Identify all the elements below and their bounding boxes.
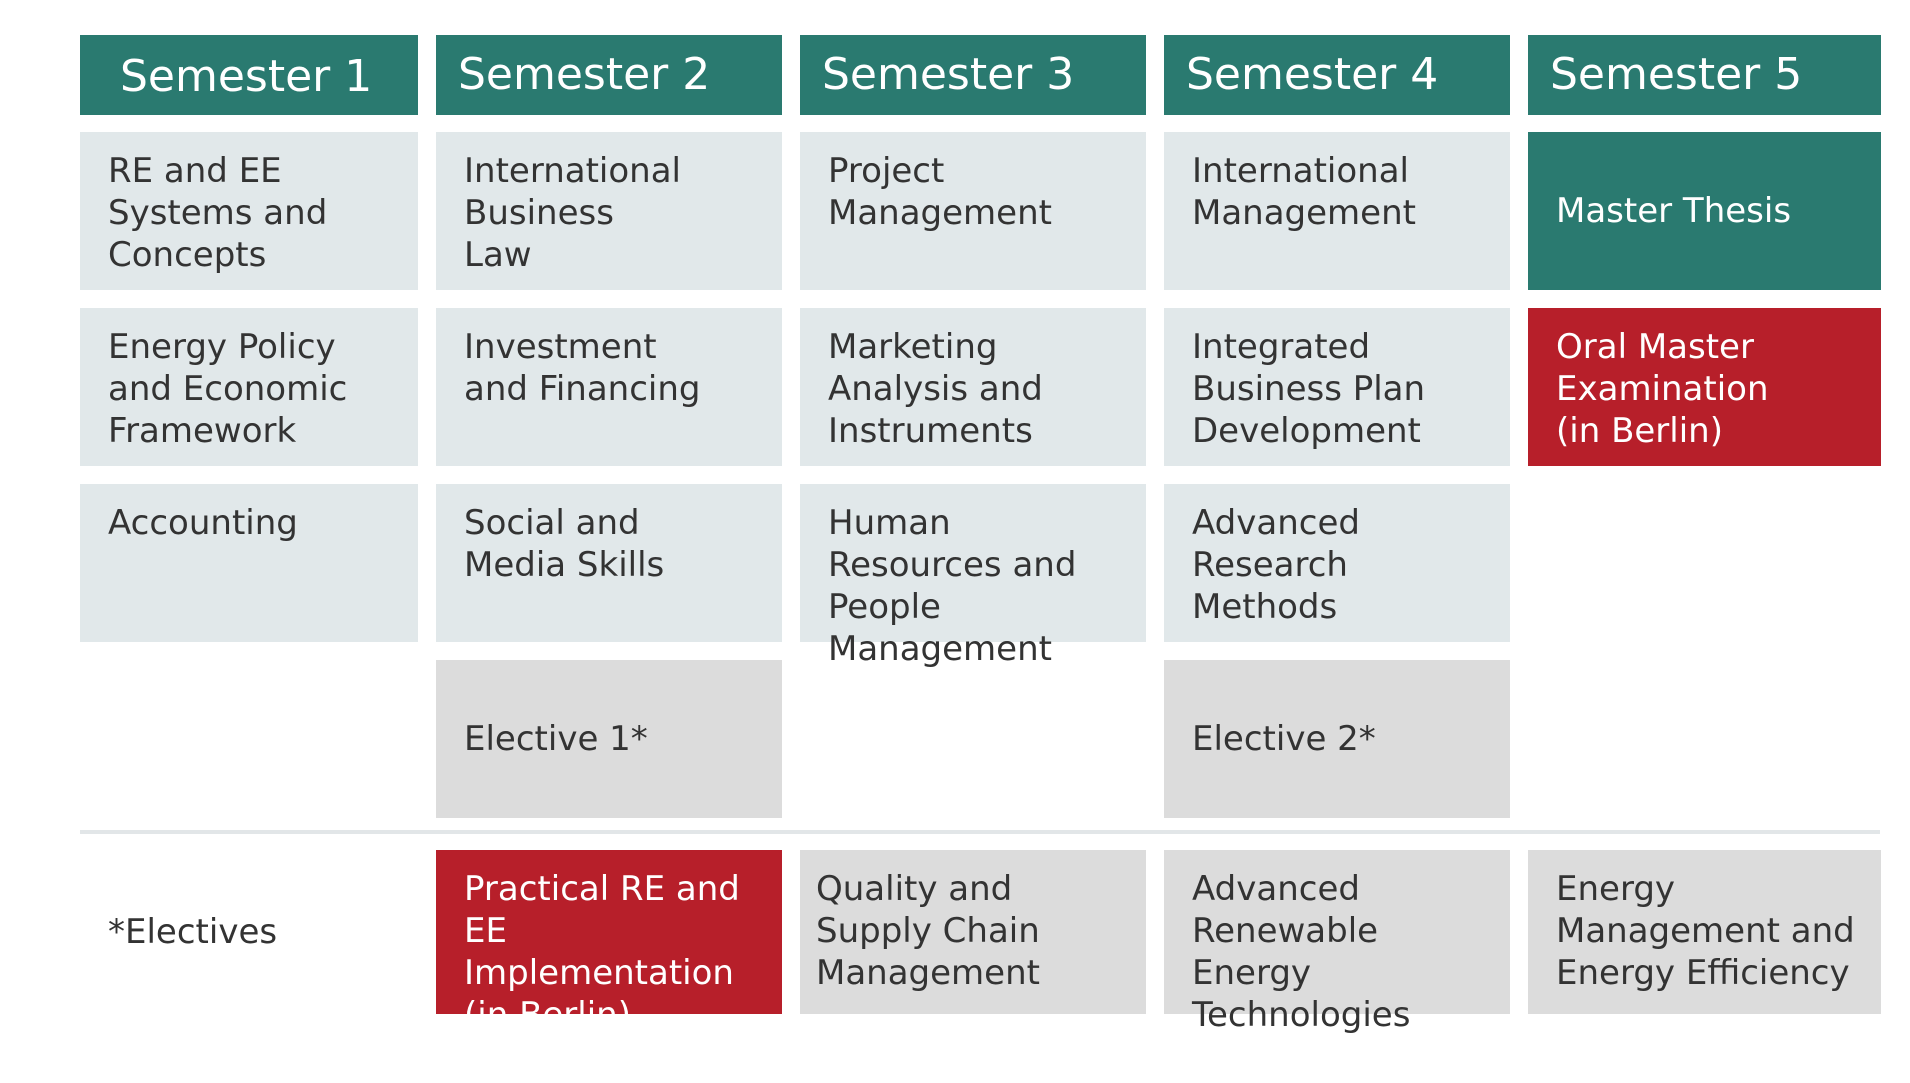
course-international-management: International Management [1164,132,1510,290]
course-label: Integrated Business Plan Development [1192,327,1426,451]
header-label: Semester 3 [822,49,1075,100]
course-master-thesis: Master Thesis [1528,132,1881,290]
course-re-ee-systems: RE and EE Systems and Concepts [80,132,418,290]
course-label: RE and EE Systems and Concepts [108,151,328,275]
course-label: Accounting [108,503,298,543]
header-semester-5: Semester 5 [1528,35,1881,115]
course-label: Elective 1* [464,719,648,759]
elective-label: Advanced Renewable Energy Technologies [1192,869,1411,1035]
header-label: Semester 1 [120,51,373,102]
course-oral-master-examination: Oral Master Examination (in Berlin) [1528,308,1881,466]
elective-energy-management: Energy Management and Energy Efficiency [1528,850,1881,1014]
course-international-business-law: International Business Law [436,132,782,290]
course-label: Investment and Financing [464,327,701,409]
course-label: Master Thesis [1556,191,1792,231]
electives-label: *Electives [80,850,418,1014]
elective-practical-re-ee: Practical RE and EE Implementation (in B… [436,850,782,1035]
course-label: International Management [1192,151,1416,233]
course-project-management: Project Management [800,132,1146,290]
course-investment-financing: Investment and Financing [436,308,782,466]
course-energy-policy: Energy Policy and Economic Framework [80,308,418,466]
elective-advanced-renewable-energy: Advanced Renewable Energy Technologies [1164,850,1510,1035]
course-social-media-skills: Social and Media Skills [436,484,782,642]
course-human-resources: Human Resources and People Management [800,484,1146,669]
course-marketing-analysis: Marketing Analysis and Instruments [800,308,1146,466]
electives-label-text: *Electives [108,912,278,952]
elective-label: Practical RE and EE Implementation (in B… [464,869,740,1035]
course-label: Oral Master Examination (in Berlin) [1556,327,1769,451]
header-label: Semester 2 [458,49,711,100]
divider [80,830,1880,834]
course-advanced-research-methods: Advanced Research Methods [1164,484,1510,642]
header-semester-2: Semester 2 [436,35,782,115]
course-label: Project Management [828,151,1052,233]
elective-label: Quality and Supply Chain Management [816,869,1040,993]
course-label: Marketing Analysis and Instruments [828,327,1043,451]
course-integrated-business-plan: Integrated Business Plan Development [1164,308,1510,466]
course-label: Elective 2* [1192,719,1376,759]
course-label: Energy Policy and Economic Framework [108,327,348,451]
header-semester-3: Semester 3 [800,35,1146,115]
elective-label: Energy Management and Energy Efficiency [1556,869,1855,993]
header-semester-1: Semester 1 [80,35,418,115]
course-accounting: Accounting [80,484,418,642]
course-label: Advanced Research Methods [1192,503,1360,627]
elective-quality-supply-chain: Quality and Supply Chain Management [800,850,1146,1014]
header-label: Semester 5 [1550,49,1803,100]
header-label: Semester 4 [1186,49,1439,100]
course-label: International Business Law [464,151,681,275]
course-elective-2: Elective 2* [1164,660,1510,818]
course-elective-1: Elective 1* [436,660,782,818]
course-label: Human Resources and People Management [828,503,1077,669]
course-label: Social and Media Skills [464,503,665,585]
header-semester-4: Semester 4 [1164,35,1510,115]
